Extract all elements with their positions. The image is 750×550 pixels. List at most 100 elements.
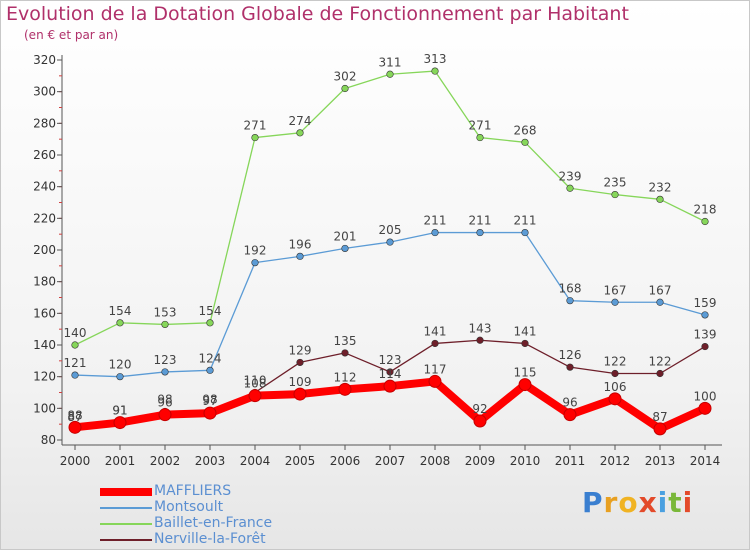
- x-tick-label: 2002: [150, 454, 181, 468]
- data-point-nerville-la-for-t: [476, 336, 484, 344]
- data-label-baillet-en-france: 271: [469, 119, 492, 133]
- data-point-nerville-la-for-t: [521, 339, 529, 348]
- logo-letter: x: [638, 486, 658, 519]
- data-label-baillet-en-france: 140: [64, 326, 87, 340]
- data-label-nerville-la-for-t: 98: [157, 393, 172, 407]
- y-tick-label: 140: [33, 338, 56, 352]
- data-point-baillet-en-france: [656, 195, 664, 203]
- data-point-maffliers: [698, 401, 712, 415]
- data-label-montsoult: 201: [334, 229, 357, 243]
- data-label-montsoult: 121: [64, 356, 87, 370]
- data-label-maffliers: 108: [244, 377, 267, 391]
- data-point-nerville-la-for-t: [656, 369, 664, 378]
- legend-swatch: [100, 539, 152, 541]
- logo-letter: i: [657, 486, 669, 519]
- data-label-montsoult: 211: [469, 214, 492, 228]
- data-label-baillet-en-france: 239: [559, 169, 582, 183]
- data-label-maffliers: 96: [562, 396, 577, 410]
- x-tick-label: 2014: [690, 454, 721, 468]
- data-label-baillet-en-france: 154: [109, 304, 132, 318]
- data-point-nerville-la-for-t: [386, 368, 394, 376]
- data-point-maffliers: [248, 389, 262, 403]
- data-point-nerville-la-for-t: [341, 349, 349, 357]
- data-point-montsoult: [521, 228, 529, 237]
- data-label-nerville-la-for-t: 141: [514, 324, 537, 338]
- data-label-maffliers: 92: [472, 402, 487, 416]
- data-point-baillet-en-france: [251, 133, 259, 142]
- data-point-maffliers: [608, 392, 622, 406]
- data-point-montsoult: [251, 259, 259, 267]
- x-tick-label: 2007: [375, 454, 406, 468]
- x-tick-label: 2010: [510, 454, 541, 468]
- data-label-baillet-en-france: 232: [649, 180, 672, 194]
- y-tick-label: 280: [33, 116, 56, 130]
- data-label-baillet-en-france: 311: [379, 55, 402, 69]
- data-point-baillet-en-france: [71, 341, 79, 349]
- data-point-montsoult: [656, 298, 664, 306]
- data-label-maffliers: 91: [112, 404, 127, 418]
- y-tick-label: 80: [41, 433, 56, 447]
- data-label-baillet-en-france: 218: [694, 203, 717, 217]
- data-label-baillet-en-france: 235: [604, 176, 627, 190]
- y-tick-label: 220: [33, 211, 56, 225]
- data-label-nerville-la-for-t: 98: [202, 393, 217, 407]
- data-point-maffliers: [158, 408, 172, 422]
- data-point-baillet-en-france: [611, 190, 619, 199]
- data-label-nerville-la-for-t: 139: [694, 328, 717, 342]
- data-label-nerville-la-for-t: 87: [67, 410, 82, 424]
- data-point-nerville-la-for-t: [566, 363, 574, 371]
- data-point-maffliers: [113, 416, 127, 430]
- data-label-nerville-la-for-t: 126: [559, 348, 582, 362]
- data-label-baillet-en-france: 274: [289, 114, 312, 128]
- x-tick-label: 2009: [465, 454, 496, 468]
- data-point-maffliers: [293, 387, 307, 401]
- data-point-baillet-en-france: [206, 319, 214, 327]
- data-label-maffliers: 106: [604, 380, 627, 394]
- data-label-maffliers: 87: [652, 410, 667, 424]
- y-tick-label: 260: [33, 148, 56, 162]
- data-point-baillet-en-france: [341, 84, 349, 93]
- data-point-montsoult: [386, 238, 394, 246]
- data-point-maffliers: [428, 374, 442, 388]
- data-point-maffliers: [203, 406, 217, 420]
- data-point-nerville-la-for-t: [611, 369, 619, 378]
- data-label-baillet-en-france: 268: [514, 123, 537, 137]
- data-label-montsoult: 167: [649, 283, 672, 297]
- data-label-nerville-la-for-t: 129: [289, 343, 312, 357]
- data-point-nerville-la-for-t: [296, 358, 304, 367]
- data-label-montsoult: 168: [559, 282, 582, 296]
- data-point-nerville-la-for-t: [431, 339, 439, 348]
- data-label-maffliers: 97: [202, 394, 217, 408]
- y-tick-label: 160: [33, 306, 56, 320]
- data-label-nerville-la-for-t: 123: [379, 353, 402, 367]
- y-tick-label: 180: [33, 275, 56, 289]
- data-point-baillet-en-france: [386, 70, 394, 78]
- data-point-nerville-la-for-t: [701, 342, 709, 351]
- x-tick-label: 2005: [285, 454, 316, 468]
- series-line-baillet-en-france: [74, 70, 706, 346]
- data-label-montsoult: 159: [694, 296, 717, 310]
- logo-letter: t: [668, 486, 683, 519]
- x-tick-label: 2003: [195, 454, 226, 468]
- data-label-montsoult: 124: [199, 351, 222, 365]
- data-point-maffliers: [68, 420, 82, 434]
- data-point-baillet-en-france: [116, 319, 124, 327]
- data-point-baillet-en-france: [566, 184, 574, 192]
- data-label-maffliers: 100: [694, 389, 717, 403]
- data-point-baillet-en-france: [431, 67, 439, 75]
- data-label-montsoult: 123: [154, 353, 177, 367]
- data-point-montsoult: [341, 244, 349, 253]
- data-point-maffliers: [338, 382, 352, 396]
- x-tick-label: 2000: [60, 454, 91, 468]
- data-point-montsoult: [206, 366, 214, 374]
- y-tick-label: 200: [33, 243, 56, 257]
- x-tick-label: 2011: [555, 454, 586, 468]
- chart-subtitle: (en € et par an): [24, 28, 119, 42]
- data-label-nerville-la-for-t: 122: [649, 355, 672, 369]
- x-tick-label: 2006: [330, 454, 361, 468]
- data-point-maffliers: [383, 379, 397, 393]
- data-point-maffliers: [518, 378, 532, 392]
- data-point-montsoult: [116, 373, 124, 381]
